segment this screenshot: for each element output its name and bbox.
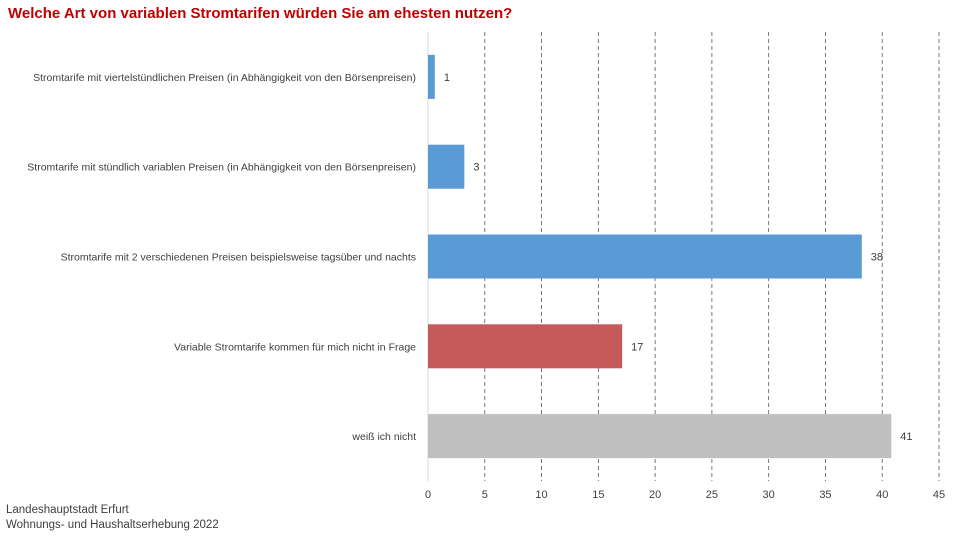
x-tick-label-25: 25: [706, 489, 718, 501]
x-tick-label-10: 10: [535, 489, 547, 501]
data-label-3: 17: [631, 341, 643, 353]
data-label-2: 38: [871, 252, 883, 264]
x-tick-label-5: 5: [482, 489, 488, 501]
x-tick-label-30: 30: [763, 489, 775, 501]
chart-title: Welche Art von variablen Stromtarifen wü…: [8, 5, 513, 22]
category-label-2: Stromtarife mit 2 verschiedenen Preisen …: [61, 252, 416, 264]
x-tick-label-20: 20: [649, 489, 661, 501]
category-label-0: Stromtarife mit viertelstündlichen Preis…: [33, 72, 416, 84]
x-tick-label-0: 0: [425, 489, 431, 501]
category-label-1: Stromtarife mit stündlich variablen Prei…: [27, 162, 416, 174]
x-tick-label-15: 15: [592, 489, 604, 501]
x-tick-label-35: 35: [819, 489, 831, 501]
x-tick-label-40: 40: [876, 489, 888, 501]
data-label-0: 1: [444, 72, 450, 84]
bar-3: [428, 324, 623, 369]
x-axis-ticks: 0 5 10 15 20 25 30 35 40 45: [425, 489, 945, 501]
bar-4: [428, 414, 892, 459]
footer-line-1: Landeshauptstadt Erfurt: [6, 504, 129, 516]
source-footer: Landeshauptstadt Erfurt Wohnungs- und Ha…: [6, 503, 219, 533]
x-tick-label-45: 45: [933, 489, 945, 501]
category-labels: Stromtarife mit viertelstündlichen Preis…: [27, 72, 416, 443]
bar-1: [428, 144, 465, 189]
category-label-4: weiß ich nicht: [351, 431, 416, 443]
category-label-3: Variable Stromtarife kommen für mich nic…: [174, 341, 416, 353]
data-label-4: 41: [900, 431, 912, 443]
data-label-1: 3: [473, 162, 479, 174]
bar-2: [428, 234, 862, 279]
footer-line-2: Wohnungs- und Haushaltserhebung 2022: [6, 519, 219, 531]
bar-0: [428, 54, 435, 99]
bars: 1 3 38 17 41: [428, 54, 913, 459]
